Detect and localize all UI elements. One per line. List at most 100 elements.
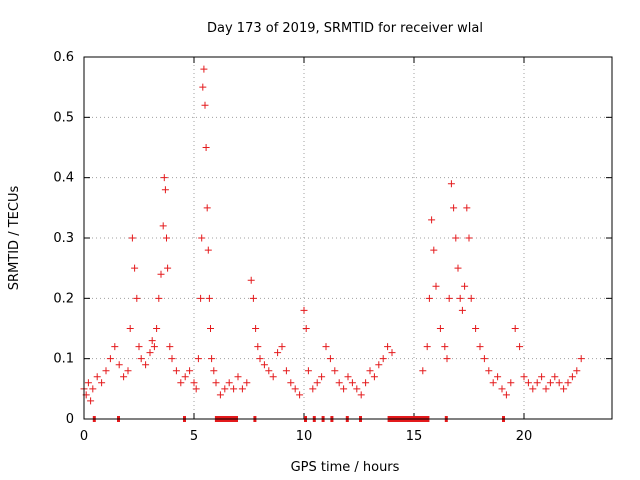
data-point bbox=[204, 246, 212, 254]
data-point bbox=[192, 385, 200, 393]
data-point bbox=[115, 361, 123, 369]
data-point bbox=[447, 180, 455, 188]
data-point bbox=[304, 367, 312, 375]
data-point bbox=[194, 355, 202, 363]
data-point bbox=[172, 367, 180, 375]
data-point bbox=[423, 343, 431, 351]
data-point bbox=[201, 101, 209, 109]
data-point bbox=[256, 355, 264, 363]
data-point bbox=[238, 385, 246, 393]
y-axis-label: SRMTID / TECUs bbox=[7, 186, 22, 291]
axes: 0 5 10 15 20 0 0.1 0.2 0.3 0.4 0.5 0.6 bbox=[53, 50, 612, 444]
data-point bbox=[168, 355, 176, 363]
data-point bbox=[366, 367, 374, 375]
y-tick-label-4: 0.4 bbox=[53, 171, 74, 186]
data-point bbox=[166, 343, 174, 351]
y-tick-label-5: 0.5 bbox=[53, 110, 74, 125]
data-point bbox=[428, 216, 436, 224]
data-point bbox=[445, 294, 453, 302]
data-point bbox=[494, 373, 502, 381]
plot-frame bbox=[83, 56, 613, 420]
data-point bbox=[430, 246, 438, 254]
x-axis-label: GPS time / hours bbox=[291, 460, 400, 475]
data-points bbox=[80, 65, 585, 422]
data-point bbox=[533, 379, 541, 387]
data-point bbox=[146, 349, 154, 357]
data-point bbox=[573, 367, 581, 375]
y-tick-label-1: 0.1 bbox=[53, 352, 74, 367]
x-tick-label-2: 10 bbox=[296, 429, 313, 444]
data-point bbox=[452, 234, 460, 242]
data-point bbox=[564, 379, 572, 387]
data-point bbox=[202, 144, 210, 151]
data-point bbox=[480, 355, 488, 363]
data-point bbox=[153, 325, 161, 332]
data-point bbox=[551, 373, 559, 381]
data-point bbox=[133, 294, 141, 302]
data-point bbox=[524, 379, 532, 387]
data-point bbox=[230, 385, 238, 393]
data-point bbox=[199, 83, 207, 91]
data-point bbox=[278, 343, 286, 351]
data-point bbox=[375, 361, 383, 369]
data-point bbox=[106, 355, 114, 363]
data-point bbox=[318, 373, 326, 381]
data-point bbox=[511, 325, 519, 332]
data-point bbox=[370, 373, 378, 381]
data-point bbox=[443, 355, 451, 363]
data-point bbox=[502, 391, 510, 399]
chart-title: Day 173 of 2019, SRMTID for receiver wla… bbox=[207, 21, 483, 36]
data-point bbox=[128, 234, 136, 242]
data-point bbox=[326, 355, 334, 363]
data-point bbox=[98, 379, 106, 387]
y-tick-label-6: 0.6 bbox=[53, 50, 74, 65]
data-point bbox=[335, 379, 343, 387]
data-point bbox=[102, 367, 110, 375]
data-point bbox=[124, 367, 132, 375]
data-point bbox=[252, 325, 260, 332]
data-point bbox=[131, 264, 139, 272]
data-point bbox=[225, 379, 233, 387]
data-point bbox=[291, 385, 299, 393]
data-point bbox=[463, 204, 471, 212]
data-point bbox=[221, 385, 229, 393]
data-point bbox=[507, 379, 515, 387]
data-point bbox=[177, 379, 185, 387]
data-point bbox=[296, 391, 304, 399]
data-point bbox=[340, 385, 348, 393]
data-point bbox=[181, 373, 189, 381]
data-point bbox=[234, 373, 242, 381]
data-point bbox=[520, 373, 528, 381]
data-point bbox=[260, 361, 268, 369]
data-point bbox=[84, 379, 92, 387]
data-point bbox=[247, 276, 255, 284]
data-point bbox=[425, 294, 433, 302]
data-point bbox=[155, 294, 163, 302]
data-point bbox=[353, 385, 361, 393]
data-point bbox=[87, 397, 95, 405]
data-point bbox=[450, 204, 458, 212]
data-point bbox=[93, 373, 101, 381]
data-point bbox=[287, 379, 295, 387]
x-tick-label-3: 15 bbox=[406, 429, 423, 444]
data-point bbox=[137, 355, 145, 363]
data-point bbox=[379, 355, 387, 363]
data-point bbox=[362, 379, 370, 387]
y-tick-label-0: 0 bbox=[66, 412, 74, 427]
data-point bbox=[142, 361, 150, 369]
data-point bbox=[344, 373, 352, 381]
data-point bbox=[313, 379, 321, 387]
y-tick-label-2: 0.2 bbox=[53, 291, 74, 306]
data-point bbox=[89, 385, 97, 393]
data-point bbox=[476, 343, 484, 351]
data-point bbox=[269, 373, 277, 381]
data-point bbox=[243, 379, 251, 387]
data-point bbox=[388, 349, 396, 357]
y-tick-label-3: 0.3 bbox=[53, 231, 74, 246]
data-point bbox=[216, 391, 224, 399]
data-point bbox=[309, 385, 317, 393]
data-point bbox=[331, 367, 339, 375]
x-tick-label-1: 5 bbox=[190, 429, 198, 444]
data-point bbox=[432, 282, 440, 290]
data-point bbox=[441, 343, 449, 351]
